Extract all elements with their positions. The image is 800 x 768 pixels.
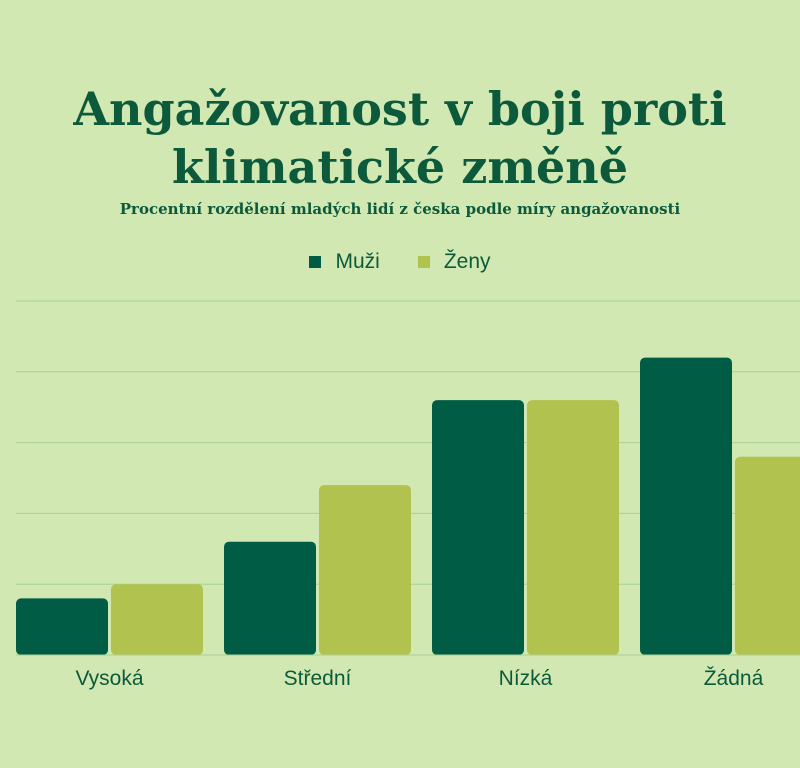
chart-title: Angažovanost v boji proti klimatické změ… xyxy=(73,82,727,194)
bar-muzi-0 xyxy=(16,598,108,655)
legend-swatch-zeny xyxy=(417,256,430,268)
legend-item-zeny: Ženy xyxy=(417,250,491,274)
bar-muzi-3 xyxy=(640,357,732,655)
bar-muzi-1 xyxy=(224,541,316,655)
chart-subtitle: Procentní rozdělení mladých lidí z česka… xyxy=(119,200,681,218)
legend-item-muzi: Muži xyxy=(309,250,380,274)
x-tick-label: Žádná xyxy=(704,667,764,690)
legend-swatch-muzi xyxy=(309,256,322,268)
x-tick-label: Střední xyxy=(284,667,352,690)
legend-label-muzi: Muži xyxy=(335,250,380,273)
x-tick-label: Vysoká xyxy=(75,667,143,690)
bar-zeny-2 xyxy=(527,400,619,655)
chart-legend: Muži Ženy xyxy=(0,250,800,274)
bar-muzi-2 xyxy=(432,400,524,655)
bar-zeny-1 xyxy=(319,485,411,655)
legend-label-zeny: Ženy xyxy=(443,250,491,273)
bar-zeny-3 xyxy=(735,456,800,655)
x-tick-label: Nízká xyxy=(499,667,553,690)
bar-zeny-0 xyxy=(111,584,203,655)
